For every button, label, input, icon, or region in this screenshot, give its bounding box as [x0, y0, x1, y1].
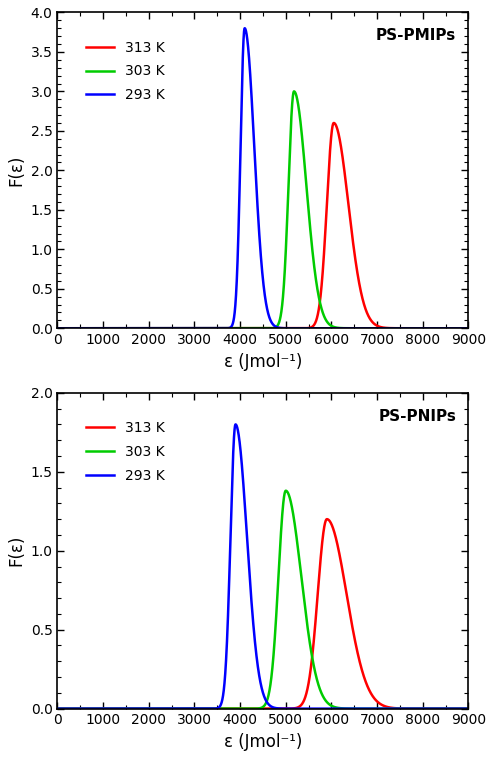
Y-axis label: F(ε): F(ε)	[7, 155, 25, 186]
Text: PS-PMIPs: PS-PMIPs	[376, 28, 456, 43]
Legend: 313 K, 303 K, 293 K: 313 K, 303 K, 293 K	[81, 35, 171, 108]
X-axis label: ε (Jmol⁻¹): ε (Jmol⁻¹)	[224, 733, 302, 751]
X-axis label: ε (Jmol⁻¹): ε (Jmol⁻¹)	[224, 352, 302, 371]
Legend: 313 K, 303 K, 293 K: 313 K, 303 K, 293 K	[81, 415, 171, 488]
Text: PS-PNIPs: PS-PNIPs	[378, 409, 456, 424]
Y-axis label: F(ε): F(ε)	[7, 535, 25, 566]
